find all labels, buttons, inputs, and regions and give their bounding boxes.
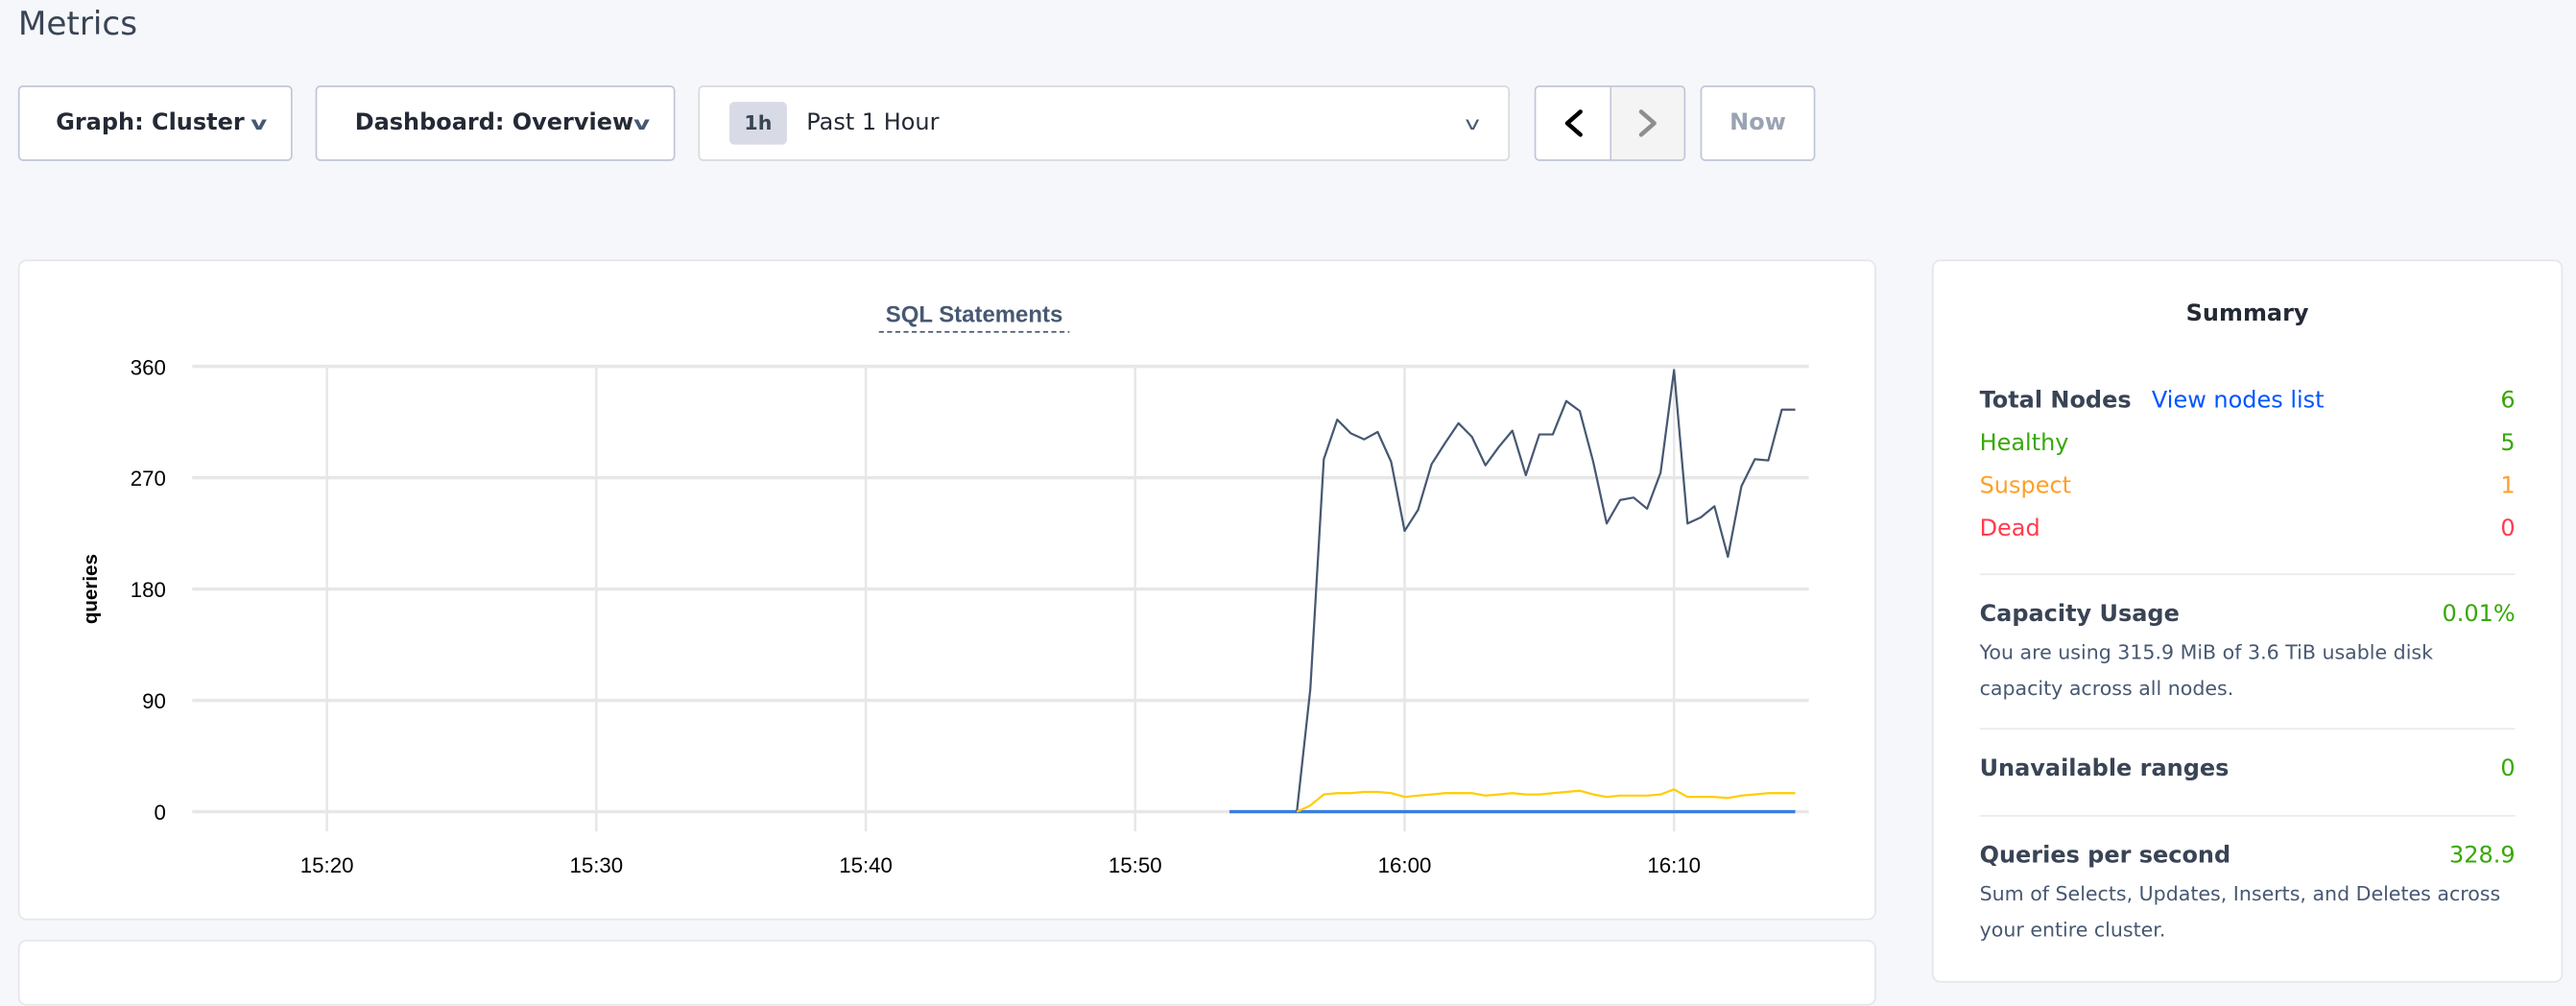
capacity-description: You are using 315.9 MiB of 3.6 TiB usabl… bbox=[1979, 640, 2434, 701]
prev-time-button[interactable] bbox=[1536, 86, 1612, 160]
divider bbox=[1979, 728, 2516, 730]
page-title: Metrics bbox=[17, 3, 138, 43]
x-tick-label: 15:20 bbox=[300, 853, 354, 877]
chevron-left-icon bbox=[1563, 109, 1583, 137]
y-tick-label: 270 bbox=[131, 467, 166, 491]
graph-dropdown[interactable]: Graph: Cluster v bbox=[17, 85, 293, 161]
divider bbox=[1979, 815, 2516, 817]
dashboard-dropdown[interactable]: Dashboard: Overview v bbox=[315, 85, 676, 161]
divider bbox=[1979, 573, 2516, 576]
view-nodes-list-link[interactable]: View nodes list bbox=[2151, 387, 2325, 415]
x-tick-label: 15:50 bbox=[1109, 853, 1162, 877]
graph-dropdown-label: Graph: Cluster bbox=[56, 109, 245, 137]
series-line-1 bbox=[1296, 788, 1796, 813]
healthy-value: 5 bbox=[2500, 430, 2516, 457]
unavailable-value: 0 bbox=[2500, 755, 2516, 782]
unavailable-section: Unavailable ranges 0 bbox=[1980, 755, 2516, 781]
time-nav-group bbox=[1534, 85, 1686, 161]
total-nodes-value: 6 bbox=[2500, 387, 2516, 415]
dead-label: Dead bbox=[1979, 515, 2040, 542]
time-range-tag: 1h bbox=[728, 102, 787, 145]
chevron-down-icon: v bbox=[1466, 112, 1481, 134]
summary-title: Summary bbox=[2185, 300, 2309, 327]
y-tick-label: 360 bbox=[131, 355, 166, 379]
y-tick-label: 90 bbox=[142, 689, 166, 713]
now-button-label: Now bbox=[1729, 109, 1786, 137]
now-button[interactable]: Now bbox=[1700, 85, 1816, 161]
capacity-value: 0.01% bbox=[2442, 601, 2516, 628]
chevron-right-icon bbox=[1638, 109, 1657, 137]
x-tick-label: 15:30 bbox=[570, 853, 624, 877]
dashboard-dropdown-label: Dashboard: Overview bbox=[354, 109, 634, 137]
x-tick-label: 16:00 bbox=[1378, 853, 1432, 877]
capacity-section: Capacity Usage 0.01% You are using 315.9 … bbox=[1980, 601, 2516, 707]
qps-label: Queries per second bbox=[1979, 843, 2231, 870]
x-tick-label: 16:10 bbox=[1647, 853, 1701, 877]
summary-panel: Summary Total Nodes View nodes list 6 He… bbox=[1931, 259, 2564, 983]
healthy-label: Healthy bbox=[1979, 430, 2069, 457]
time-range-dropdown[interactable]: 1h Past 1 Hour v bbox=[698, 85, 1511, 161]
chart-title: SQL Statements bbox=[886, 301, 1063, 327]
y-axis-label: queries bbox=[80, 554, 102, 624]
qps-value: 328.9 bbox=[2448, 843, 2516, 870]
series-line-0 bbox=[1296, 369, 1796, 812]
nodes-section: Total Nodes View nodes list 6 Healthy 5 S… bbox=[1980, 388, 2516, 559]
sql-statements-chart: SQL Statements 360 270 180 90 0 15:20 15:30 15:4… bbox=[80, 301, 1809, 877]
capacity-label: Capacity Usage bbox=[1979, 601, 2180, 628]
chevron-down-icon: v bbox=[250, 112, 268, 134]
unavailable-label: Unavailable ranges bbox=[1979, 755, 2230, 782]
chevron-down-icon: v bbox=[632, 112, 650, 134]
next-chart-card bbox=[17, 940, 1876, 1006]
dead-value: 0 bbox=[2500, 515, 2516, 542]
metrics-page: Metrics Graph: Cluster v Dashboard: Over… bbox=[17, 3, 2564, 1006]
next-time-button[interactable] bbox=[1611, 86, 1684, 160]
sql-statements-chart-card: SQL Statements 360 270 180 90 0 15:20 15:30 15:4… bbox=[17, 259, 1876, 921]
y-tick-label: 180 bbox=[131, 578, 166, 602]
x-tick-label: 15:40 bbox=[839, 853, 893, 877]
suspect-label: Suspect bbox=[1979, 472, 2072, 500]
time-range-label: Past 1 Hour bbox=[806, 109, 940, 137]
qps-description: Sum of Selects, Updates, Inserts, and De… bbox=[1979, 882, 2501, 942]
qps-section: Queries per second 328.9 Sum of Selects, … bbox=[1980, 843, 2516, 948]
y-tick-label: 0 bbox=[155, 801, 166, 825]
total-nodes-label: Total Nodes bbox=[1979, 387, 2132, 415]
suspect-value: 1 bbox=[2500, 472, 2516, 500]
